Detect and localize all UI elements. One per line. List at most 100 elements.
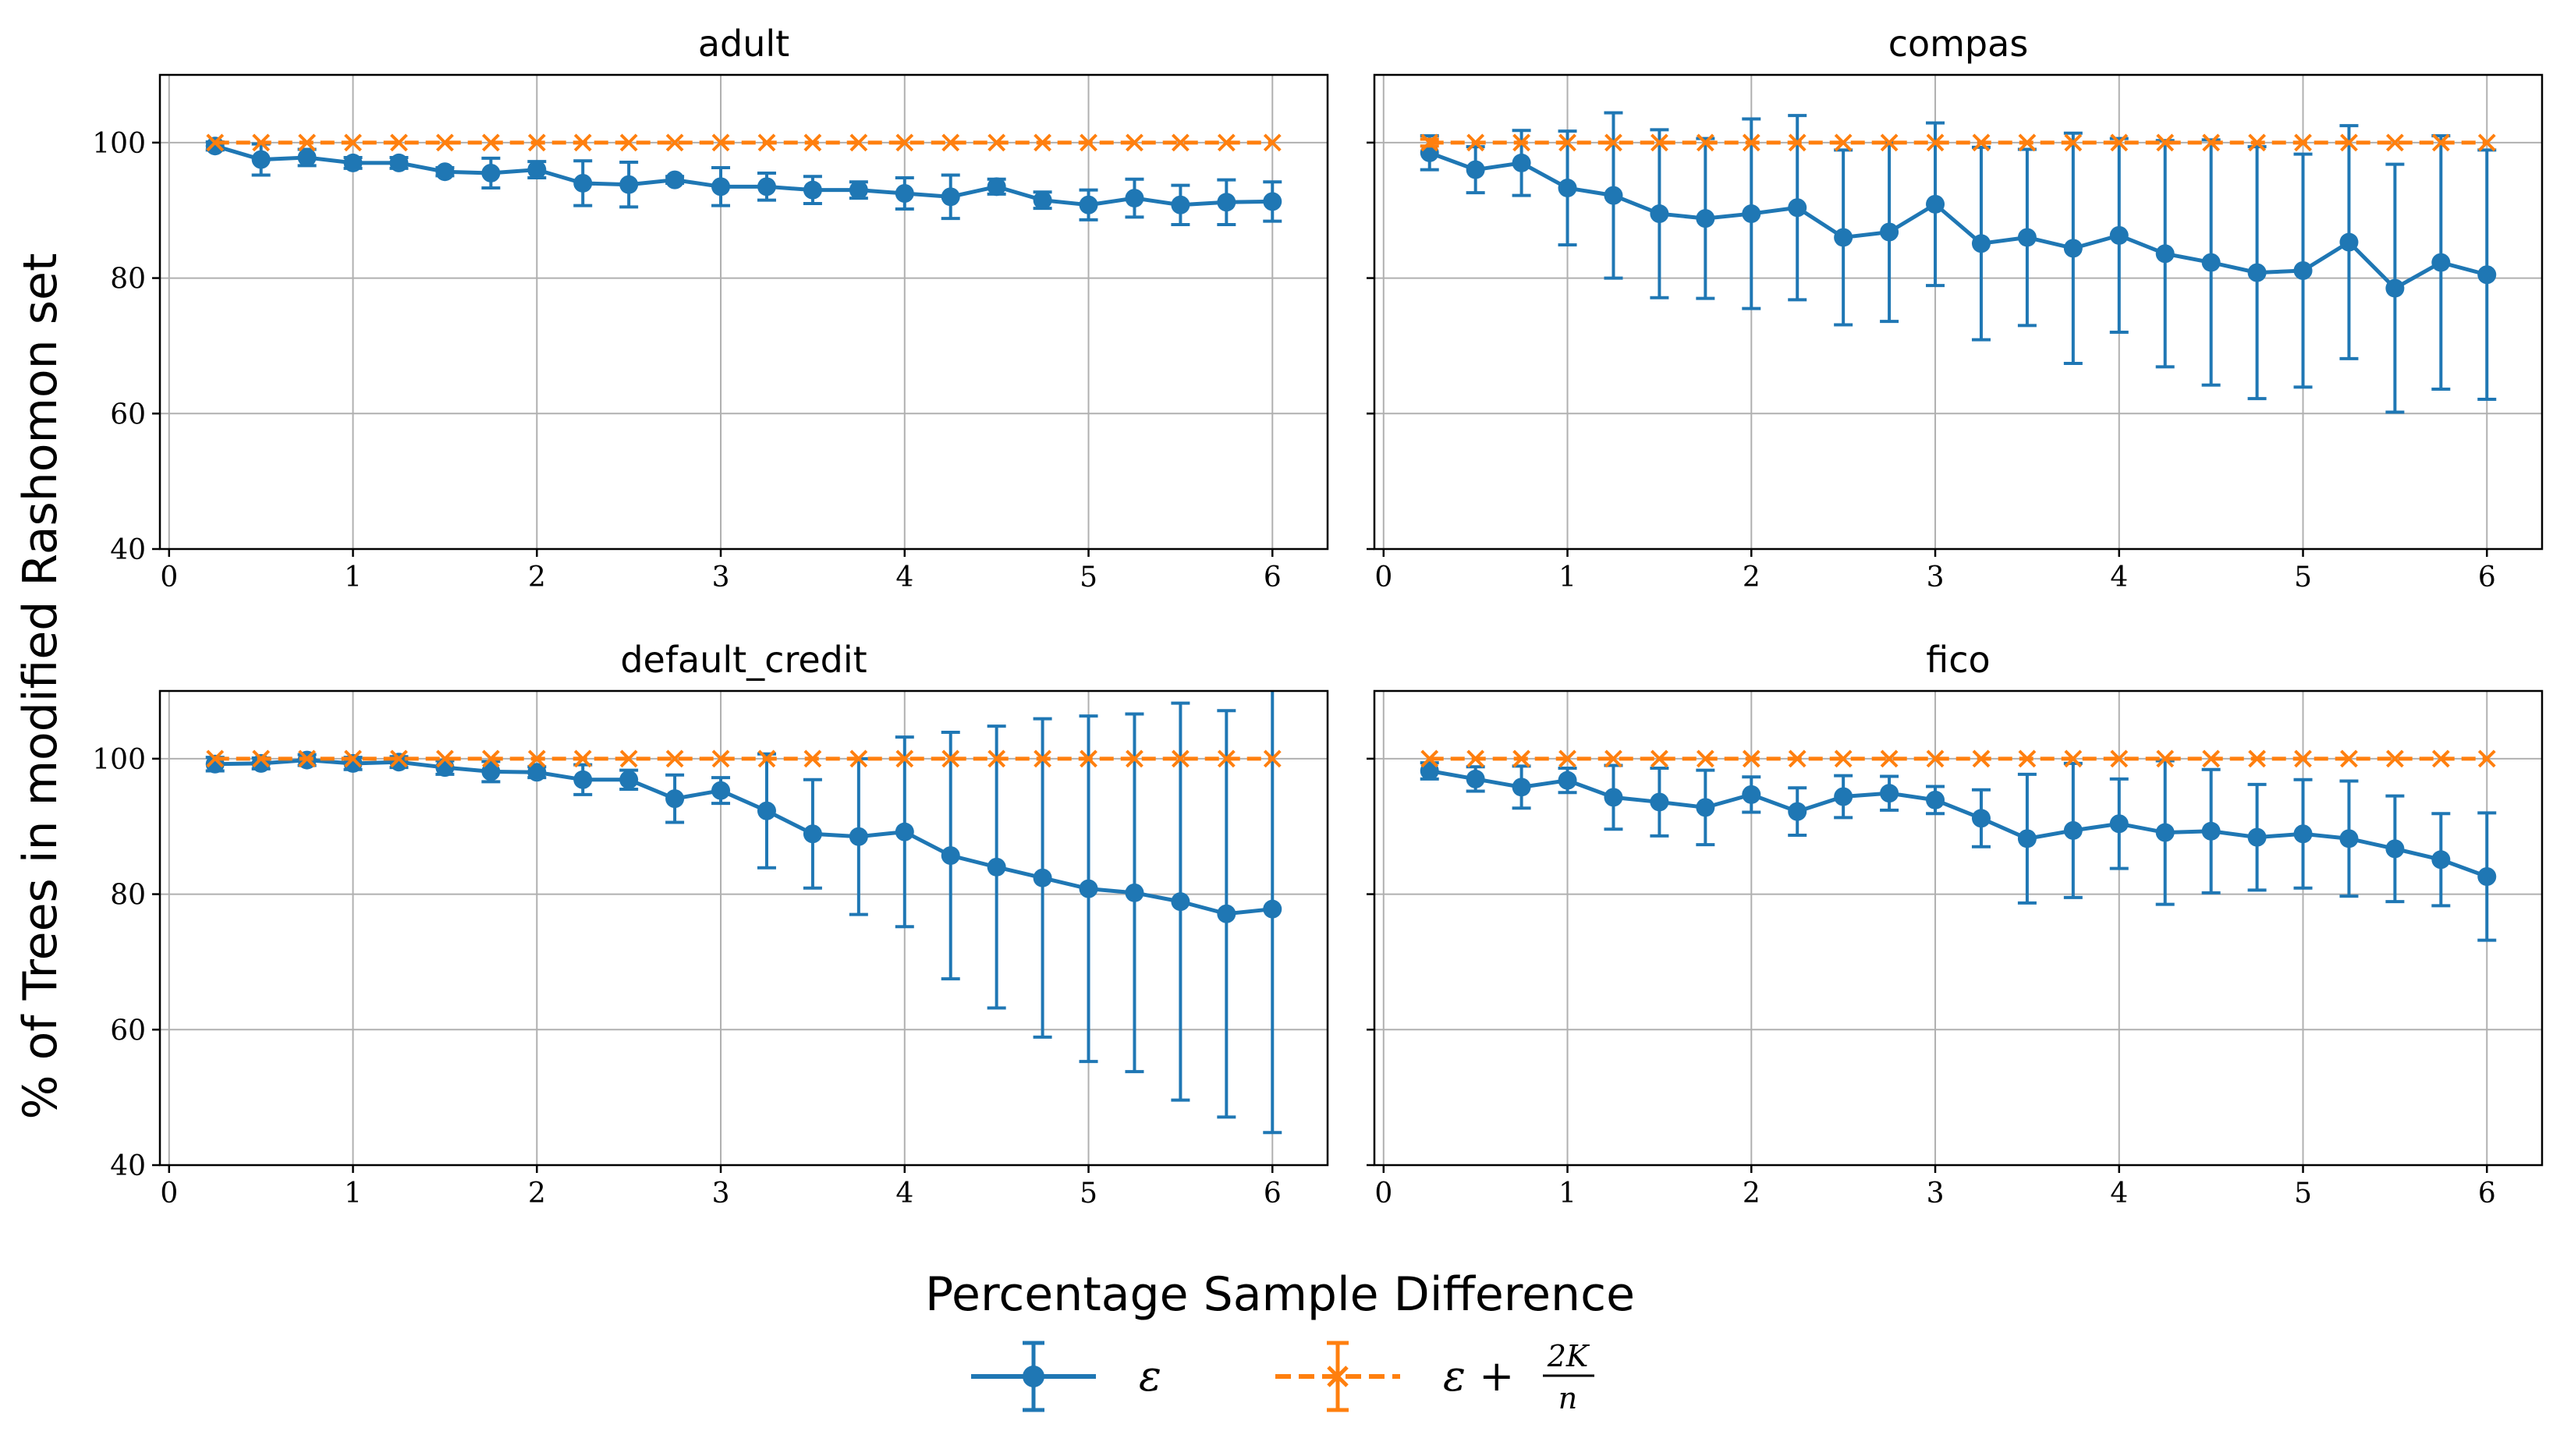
panel-default-credit: 0 1 2 3 4 5 6 40 60 80 100 default_credit — [92, 639, 1329, 1210]
point-epsilon — [2339, 829, 2359, 848]
point-epsilon-plus — [390, 749, 408, 768]
x-tick-label: 1 — [1558, 1178, 1576, 1210]
point-epsilon-plus — [1650, 749, 1668, 768]
point-epsilon-plus — [481, 133, 500, 152]
point-epsilon-plus — [435, 133, 454, 152]
point-epsilon-plus — [1512, 133, 1531, 152]
point-epsilon-plus — [2385, 133, 2404, 152]
x-tick-label: 4 — [895, 561, 913, 593]
point-epsilon — [2155, 823, 2175, 842]
point-epsilon-plus — [1466, 133, 1485, 152]
point-epsilon — [1650, 792, 1669, 812]
series-line-epsilon — [1429, 769, 2488, 879]
point-epsilon — [2247, 263, 2267, 282]
point-epsilon-plus — [987, 749, 1006, 768]
panel-title-compas: compas — [1888, 23, 2029, 65]
x-tick-label: 5 — [1080, 1178, 1097, 1210]
point-epsilon-plus — [527, 133, 546, 152]
series-group — [1420, 749, 2497, 942]
point-epsilon-plus — [1604, 749, 1622, 768]
point-epsilon — [2293, 824, 2313, 844]
point-epsilon — [2477, 265, 2497, 285]
point-epsilon — [1079, 195, 1098, 214]
panel-title-fico: fico — [1926, 639, 1990, 681]
x-tick-label: 1 — [344, 1178, 362, 1210]
point-epsilon-plus — [665, 749, 684, 768]
point-epsilon-plus — [252, 133, 271, 152]
axes-frame — [158, 73, 1329, 551]
point-epsilon-plus — [2156, 133, 2175, 152]
series-group — [205, 133, 1282, 226]
point-epsilon-plus — [1263, 749, 1282, 768]
point-epsilon-plus — [2294, 749, 2312, 768]
legend-label-epsilon-plus: ε + — [1443, 1351, 1514, 1401]
x-tick-label: 5 — [2294, 1178, 2312, 1210]
point-epsilon-plus — [2248, 133, 2267, 152]
point-epsilon-plus — [619, 133, 638, 152]
point-epsilon-plus — [1171, 749, 1190, 768]
point-epsilon-plus — [1558, 133, 1576, 152]
point-epsilon — [481, 163, 501, 182]
point-epsilon — [527, 160, 547, 179]
point-epsilon — [1650, 204, 1669, 224]
x-tick-label: 2 — [1743, 1178, 1760, 1210]
point-epsilon — [941, 187, 960, 207]
x-tick-label: 1 — [344, 561, 362, 593]
point-epsilon-plus — [252, 749, 271, 768]
series-line-epsilon — [215, 758, 1273, 916]
point-epsilon-plus — [2110, 133, 2129, 152]
point-epsilon-plus — [573, 749, 592, 768]
x-tick-label: 5 — [2294, 561, 2312, 593]
legend-frac-denominator: n — [1558, 1381, 1577, 1415]
point-epsilon-plus — [206, 133, 225, 152]
point-epsilon-plus — [481, 749, 500, 768]
point-epsilon — [2109, 814, 2129, 834]
x-tick-label: 6 — [2478, 1178, 2496, 1210]
point-epsilon-plus — [2385, 749, 2404, 768]
point-epsilon — [895, 822, 914, 841]
point-epsilon — [1604, 788, 1623, 807]
series-group — [1420, 111, 2497, 414]
point-epsilon-plus — [1788, 133, 1807, 152]
point-epsilon-plus — [2018, 133, 2037, 152]
point-epsilon-plus — [987, 133, 1006, 152]
series-line-epsilon — [215, 143, 1273, 207]
x-tick-label: 2 — [528, 1178, 546, 1210]
point-epsilon — [1420, 761, 1439, 781]
point-epsilon-plus — [2064, 133, 2083, 152]
point-epsilon — [2477, 866, 2497, 886]
legend-label-epsilon: ε — [1139, 1351, 1161, 1401]
point-epsilon — [803, 824, 822, 844]
point-epsilon — [619, 175, 639, 194]
x-tick-label: 3 — [1927, 561, 1945, 593]
point-epsilon — [1125, 883, 1144, 902]
point-epsilon-plus — [298, 133, 317, 152]
point-epsilon — [435, 758, 455, 778]
point-epsilon-plus — [1080, 133, 1097, 152]
legend-entry-epsilon: ε — [971, 1341, 1161, 1412]
point-epsilon-plus — [206, 749, 225, 768]
point-epsilon — [2339, 232, 2359, 252]
point-epsilon — [2201, 253, 2221, 272]
point-epsilon-plus — [2110, 749, 2129, 768]
point-epsilon — [1033, 190, 1052, 210]
point-epsilon — [1171, 195, 1190, 214]
point-epsilon-plus — [2294, 133, 2312, 152]
axes-frame — [1373, 689, 2544, 1167]
point-epsilon-plus — [1263, 133, 1282, 152]
point-epsilon — [1788, 198, 1807, 218]
x-tick-label: 2 — [1743, 561, 1760, 593]
y-tick-label: 80 — [110, 880, 146, 912]
series-line-epsilon — [1428, 151, 2487, 291]
point-epsilon — [389, 753, 409, 772]
point-epsilon — [1263, 899, 1282, 919]
panel-compas: 0 1 2 3 4 5 6 compas — [1367, 23, 2544, 593]
point-epsilon — [1696, 798, 1715, 817]
point-epsilon-plus — [665, 133, 684, 152]
legend-marker-epsilon — [1023, 1366, 1044, 1387]
point-epsilon-plus — [2477, 133, 2496, 152]
x-tick-label: 0 — [1374, 1178, 1392, 1210]
x-tick-label: 2 — [528, 561, 546, 593]
